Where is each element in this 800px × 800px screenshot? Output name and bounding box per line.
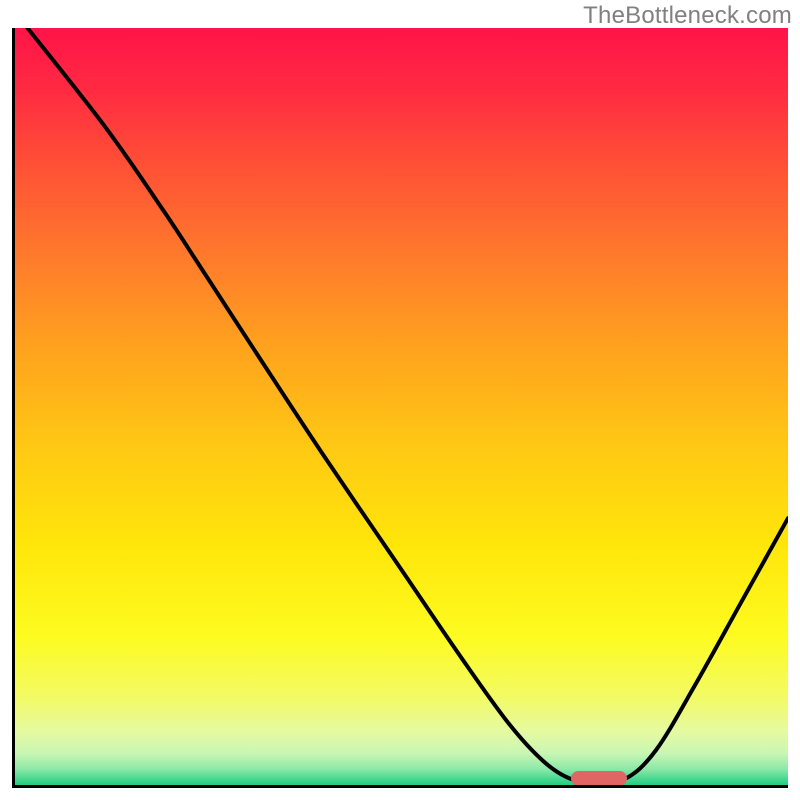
- x-axis: [12, 785, 788, 788]
- gradient-background: [12, 28, 788, 788]
- optimal-marker: [571, 771, 627, 786]
- y-axis: [12, 28, 15, 788]
- chart-container: TheBottleneck.com: [0, 0, 800, 800]
- watermark-text: TheBottleneck.com: [583, 2, 792, 30]
